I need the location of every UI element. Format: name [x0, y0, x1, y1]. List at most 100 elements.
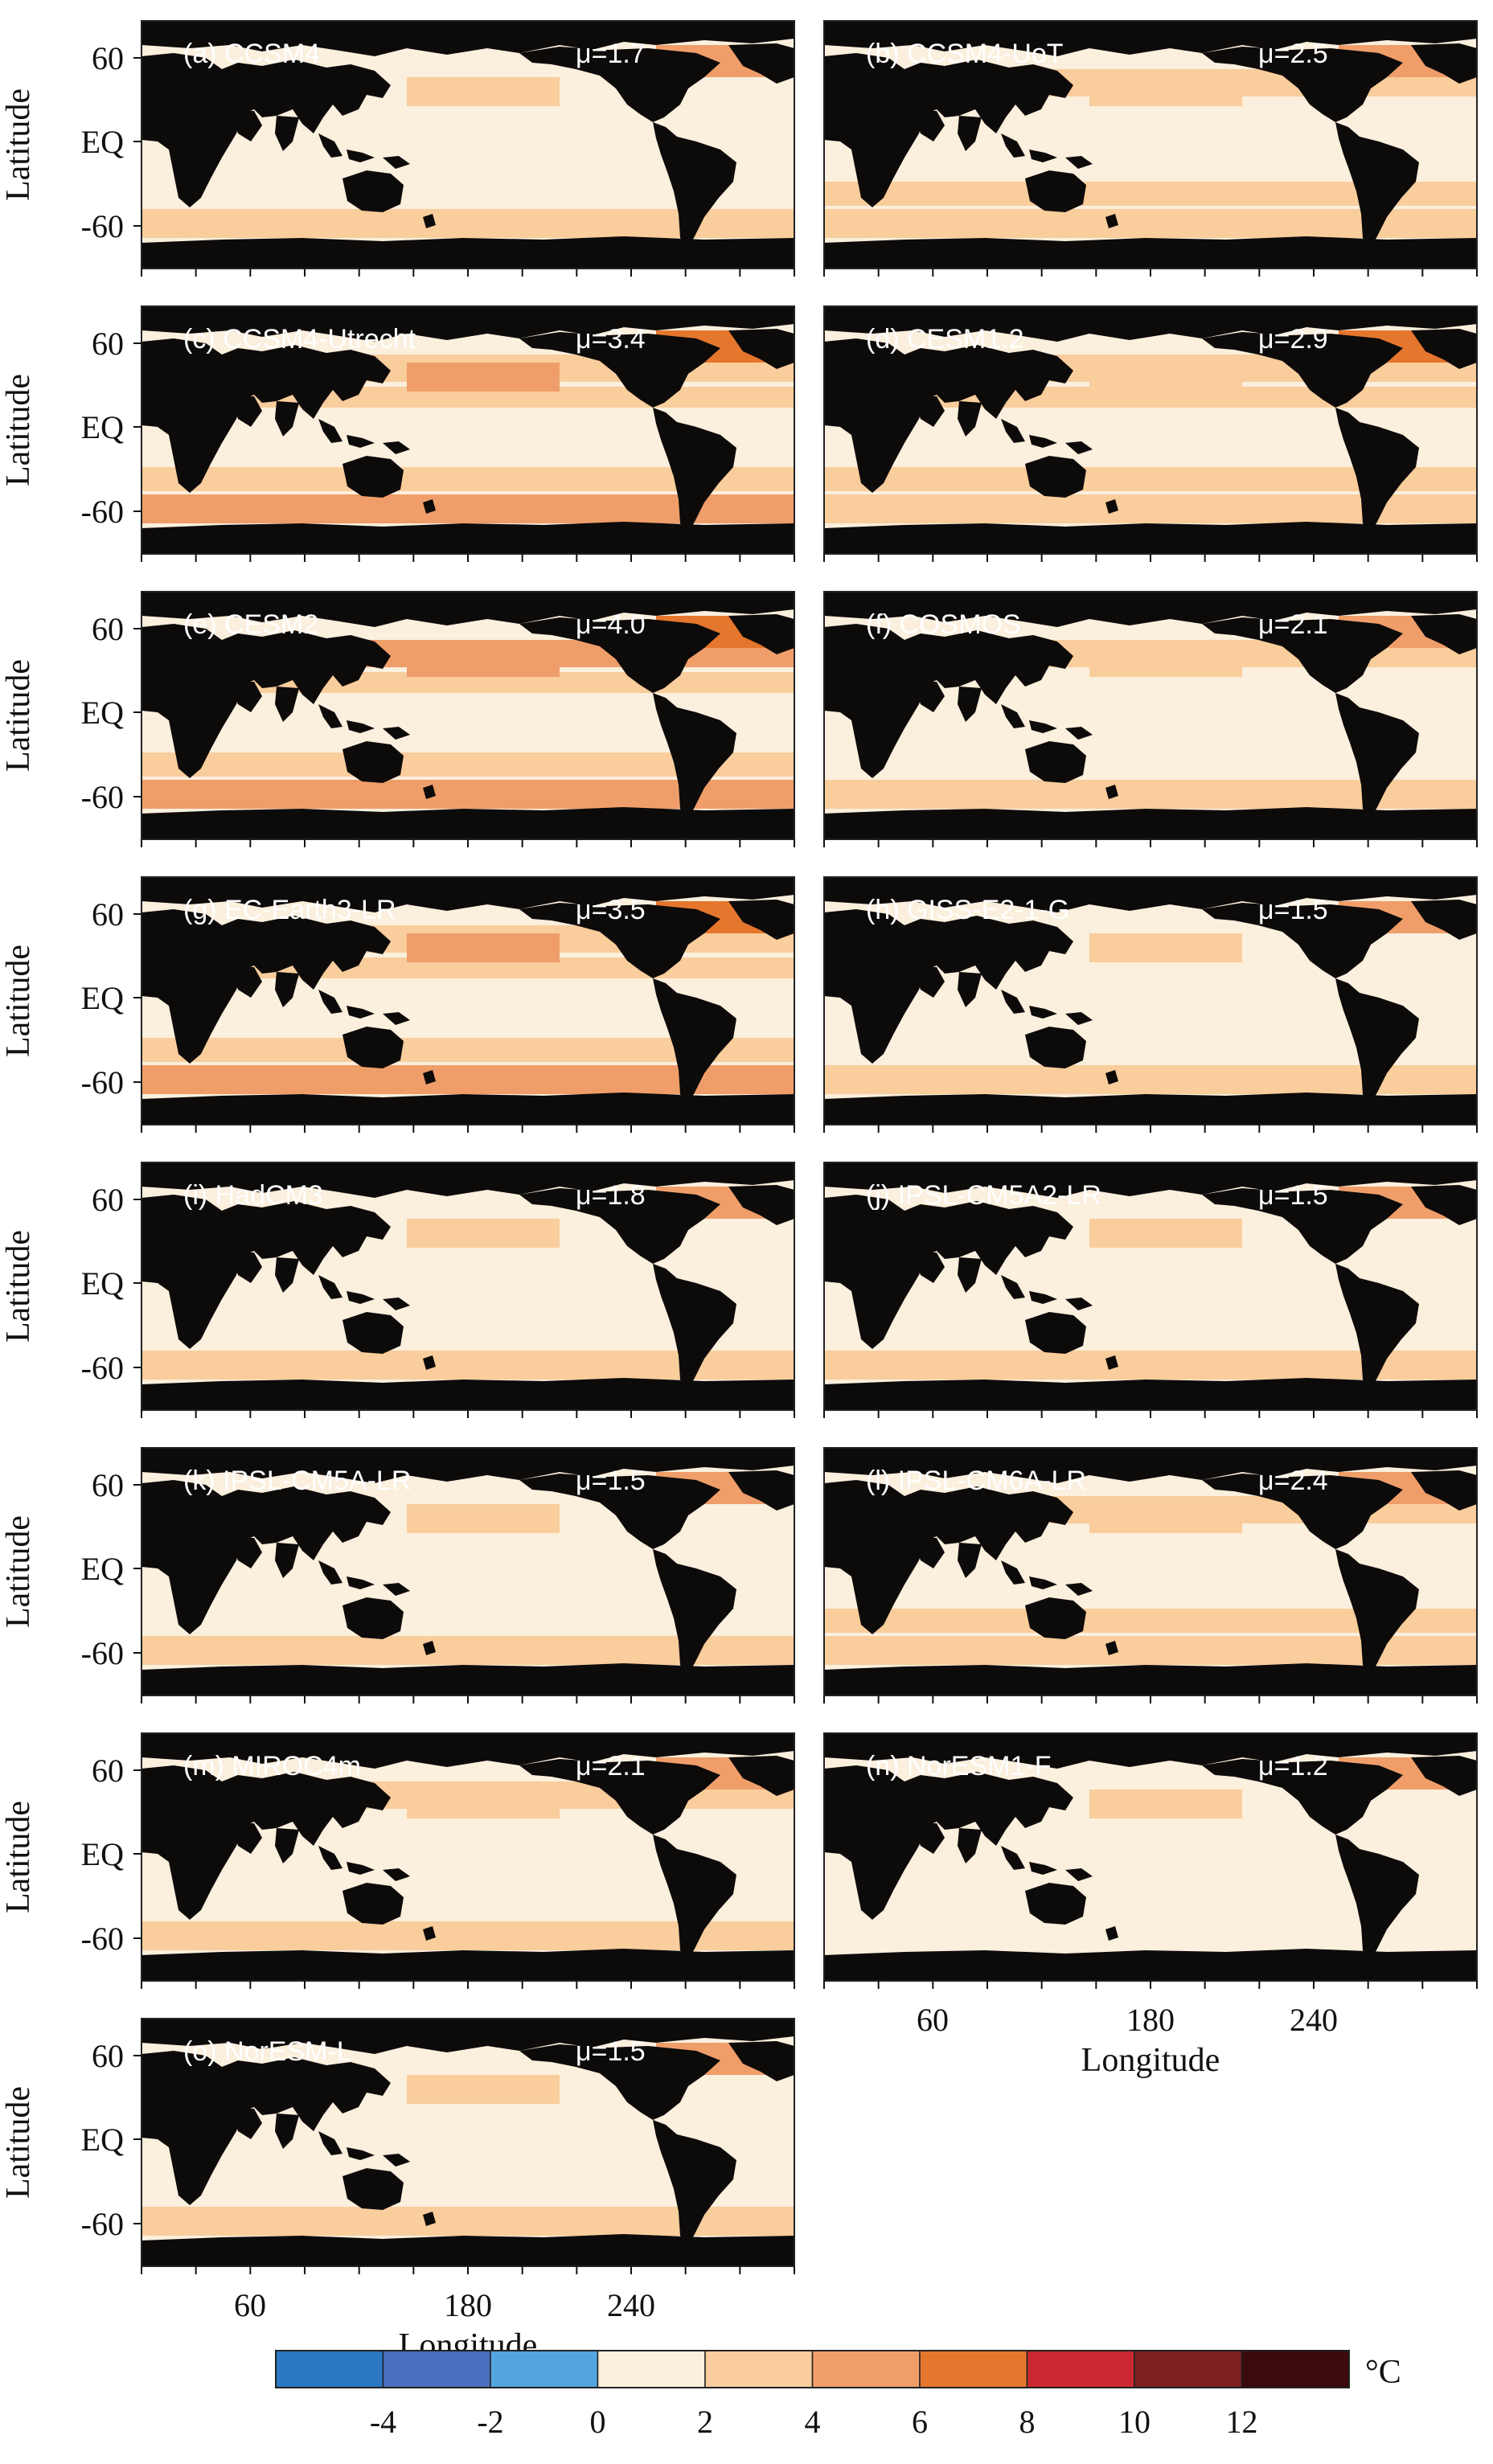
- panel-label: (j) IPSL-CM5A2-LR: [866, 1180, 1101, 1211]
- y-tick-label: 60: [92, 2038, 124, 2074]
- x-tick-label: 180: [1126, 2002, 1175, 2038]
- colorbar-tick-label: 2: [697, 2404, 713, 2440]
- x-tick-label: 60: [234, 2287, 266, 2323]
- y-tick-label: 60: [92, 896, 124, 933]
- anomaly-hotspot: [1089, 1504, 1242, 1533]
- map-panel: (l) IPSL-CM6A-LR μ=2.4: [823, 1447, 1478, 1703]
- colorbar-frame: [275, 2350, 1350, 2388]
- y-tick-label: EQ: [81, 2122, 124, 2158]
- panel-mean: μ=1.5: [576, 2036, 646, 2067]
- panel-label: (m) MIROC4m: [183, 1751, 361, 1781]
- anomaly-hotspot: [407, 1219, 560, 1248]
- map-panel: (o) NorESM-L μ=1.5 60 EQ -60 Latitude 60 180 240…: [0, 2018, 795, 2364]
- y-tick-label: 60: [92, 1467, 124, 1503]
- y-tick-label: EQ: [81, 1265, 124, 1302]
- anomaly-hotspot: [407, 363, 560, 392]
- anomaly-hotspot: [1089, 77, 1242, 106]
- y-tick-label: EQ: [81, 1836, 124, 1872]
- panel-mean: μ=2.1: [576, 1751, 646, 1781]
- y-tick-label: EQ: [81, 409, 124, 445]
- panel-label: (k) IPSL-CM5A-LR: [183, 1466, 411, 1496]
- anomaly-hotspot: [1089, 1219, 1242, 1248]
- y-axis-label: Latitude: [0, 1230, 37, 1343]
- panel-label: (g) EC-Earth3-LR: [183, 895, 396, 925]
- x-axis-label: Longitude: [1081, 2042, 1220, 2079]
- anomaly-hotspot: [407, 648, 560, 677]
- y-tick-label: 60: [92, 1753, 124, 1789]
- colorbar-tick-label: 8: [1019, 2404, 1036, 2440]
- anomaly-hotspot: [1089, 1790, 1242, 1818]
- map-panel: (c) CCSM4-Utrecht μ=3.4 60 EQ -60 Latitude: [0, 305, 795, 562]
- colorbar-tick-label: 6: [912, 2404, 928, 2440]
- y-tick-label: EQ: [81, 1551, 124, 1587]
- y-tick-label: -60: [81, 2206, 124, 2242]
- y-axis-label: Latitude: [0, 88, 37, 201]
- colorbar-bin: [704, 2350, 814, 2388]
- y-tick-label: -60: [81, 1350, 124, 1386]
- anomaly-hotspot: [407, 2075, 560, 2104]
- panel-mean: μ=1.2: [1258, 1751, 1328, 1781]
- panel-mean: μ=1.5: [1258, 1180, 1328, 1211]
- y-axis-label: Latitude: [0, 2086, 37, 2199]
- map-panel: (d) CESM1.2 μ=2.9: [823, 305, 1478, 562]
- y-tick-label: -60: [81, 208, 124, 244]
- y-tick-label: EQ: [81, 695, 124, 731]
- y-tick-label: 60: [92, 611, 124, 647]
- y-axis-label: Latitude: [0, 945, 37, 1057]
- y-tick-label: 60: [92, 326, 124, 362]
- colorbar-bin: [275, 2350, 384, 2388]
- map-panel: (a) CCSM4 μ=1.7 60 EQ -60 Latitude: [0, 20, 795, 277]
- panel-grid: (a) CCSM4 μ=1.7 60 EQ -60 Latitude (b) CCSM4-U…: [0, 20, 1478, 2364]
- panel-label: (l) IPSL-CM6A-LR: [866, 1466, 1086, 1496]
- colorbar-bin: [1134, 2350, 1243, 2388]
- colorbar: -4 -2 0 2 4 6 8 10 12: [275, 2350, 1350, 2440]
- map-panel: (g) EC-Earth3-LR μ=3.5 60 EQ -60 Latitude: [0, 876, 795, 1133]
- panel-label: (o) NorESM-L: [183, 2036, 352, 2067]
- colorbar-bin: [382, 2350, 491, 2388]
- panel-label: (d) CESM1.2: [866, 324, 1024, 355]
- panel-label: (c) CCSM4-Utrecht: [183, 324, 416, 355]
- y-tick-label: 60: [92, 40, 124, 76]
- x-tick-label: 180: [444, 2287, 492, 2323]
- panel-mean: μ=1.5: [1258, 895, 1328, 925]
- colorbar-bin: [811, 2350, 921, 2388]
- y-tick-label: EQ: [81, 124, 124, 160]
- anomaly-hotspot: [407, 933, 560, 962]
- colorbar-bin: [1026, 2350, 1135, 2388]
- y-tick-label: -60: [81, 1921, 124, 1957]
- colorbar-tick-label: -2: [477, 2404, 503, 2440]
- panel-mean: μ=2.1: [1258, 609, 1328, 640]
- y-tick-label: -60: [81, 494, 124, 530]
- y-axis-label: Latitude: [0, 374, 37, 486]
- colorbar-tick-label: 0: [590, 2404, 606, 2440]
- x-tick-label: 240: [1290, 2002, 1338, 2038]
- anomaly-hotspot: [1089, 933, 1242, 962]
- map-panel: (b) CCSM4-UoT μ=2.5: [823, 20, 1478, 277]
- map-panel: (k) IPSL-CM5A-LR μ=1.5 60 EQ -60 Latitude: [0, 1447, 795, 1703]
- map-panel: (f) COSMOS μ=2.1: [823, 591, 1478, 847]
- y-tick-label: -60: [81, 1635, 124, 1671]
- map-panel: (j) IPSL-CM5A2-LR μ=1.5: [823, 1162, 1478, 1418]
- colorbar-tick-label: 12: [1226, 2404, 1258, 2440]
- panel-label: (i) HadCM3: [183, 1180, 323, 1211]
- map-panel: (h) GISS-E2-1-G μ=1.5: [823, 876, 1478, 1133]
- y-axis-label: Latitude: [0, 1515, 37, 1628]
- colorbar-tick-label: -4: [370, 2404, 396, 2440]
- panel-label: (b) CCSM4-UoT: [866, 39, 1064, 69]
- panel-mean: μ=1.8: [576, 1180, 646, 1211]
- y-axis-label: Latitude: [0, 1801, 37, 1913]
- panel-mean: μ=3.4: [576, 324, 646, 355]
- colorbar-bin: [490, 2350, 599, 2388]
- colorbar-bin: [919, 2350, 1028, 2388]
- colorbar-bin: [1241, 2350, 1350, 2388]
- anomaly-hotspot: [1089, 648, 1242, 677]
- panel-label: (e) CESM2: [183, 609, 318, 640]
- map-panel: (e) CESM2 μ=4.0 60 EQ -60 Latitude: [0, 591, 795, 847]
- panel-mean: μ=2.9: [1258, 324, 1328, 355]
- x-tick-label: 240: [607, 2287, 655, 2323]
- y-tick-label: -60: [81, 779, 124, 815]
- y-tick-label: 60: [92, 1182, 124, 1218]
- map-panel: (i) HadCM3 μ=1.8 60 EQ -60 Latitude: [0, 1162, 795, 1418]
- panel-mean: μ=4.0: [576, 609, 646, 640]
